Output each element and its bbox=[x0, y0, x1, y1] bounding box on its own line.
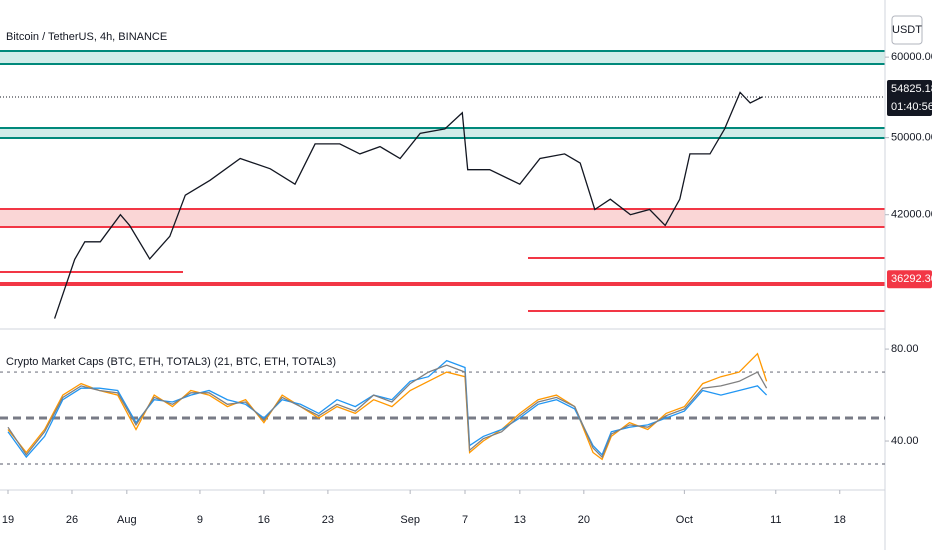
x-tick-label: Aug bbox=[117, 514, 137, 526]
alert-tag bbox=[887, 270, 932, 289]
x-tick-label: 26 bbox=[66, 514, 78, 526]
y-tick-label: 80.00 bbox=[891, 343, 919, 355]
series-line bbox=[7, 364, 768, 459]
y-tick-label: 42000.00 bbox=[891, 209, 932, 221]
resistance-zone bbox=[0, 209, 885, 227]
series-line bbox=[53, 91, 763, 319]
countdown: 01:40:56 bbox=[891, 101, 932, 113]
support-zone bbox=[0, 51, 885, 64]
last-price: 54825.18 bbox=[891, 83, 932, 95]
x-tick-label: 19 bbox=[2, 514, 14, 526]
x-tick-label: 7 bbox=[462, 514, 468, 526]
x-tick-label: Sep bbox=[400, 514, 420, 526]
support-zone bbox=[0, 128, 885, 138]
y-tick-label: 60000.00 bbox=[891, 51, 932, 63]
x-tick-label: 20 bbox=[578, 514, 590, 526]
x-tick-label: 9 bbox=[197, 514, 203, 526]
series-line bbox=[7, 352, 768, 461]
x-tick-label: 18 bbox=[834, 514, 846, 526]
x-tick-label: 11 bbox=[770, 514, 781, 526]
price-tag bbox=[887, 79, 932, 116]
y-tick-label: 40.00 bbox=[891, 435, 919, 447]
alert-price: 36292.30 bbox=[891, 273, 932, 285]
x-tick-label: 16 bbox=[258, 514, 270, 526]
x-tick-label: Oct bbox=[676, 514, 693, 526]
series-line bbox=[7, 359, 768, 459]
indicator-title: Crypto Market Caps (BTC, ETH, TOTAL3) (2… bbox=[6, 356, 336, 368]
x-tick-label: 23 bbox=[322, 514, 334, 526]
y-tick-label: 50000.00 bbox=[891, 132, 932, 144]
currency[interactable]: USDT bbox=[892, 24, 922, 36]
currency-box[interactable] bbox=[891, 15, 923, 45]
x-tick-label: 13 bbox=[514, 514, 526, 526]
chart-title: Bitcoin / TetherUS, 4h, BINANCE bbox=[6, 31, 167, 43]
